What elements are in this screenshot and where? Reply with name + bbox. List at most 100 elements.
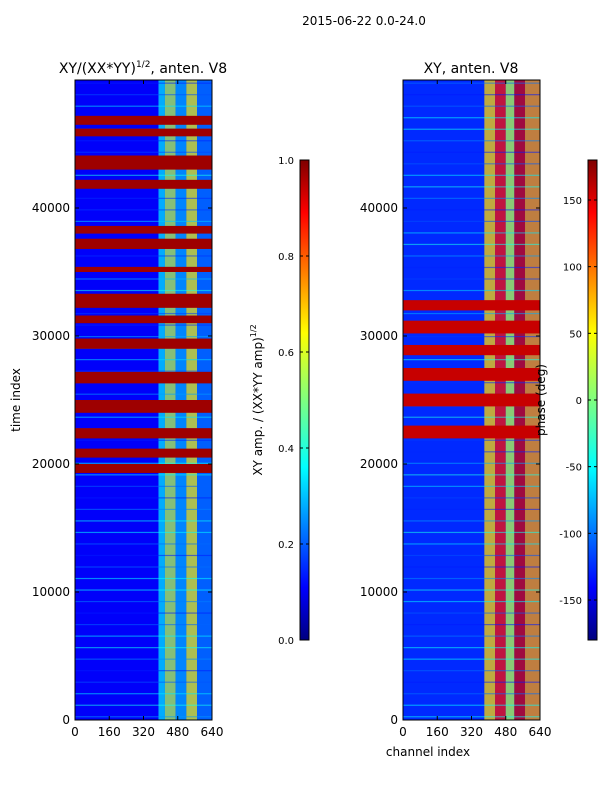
y-tick-label: 20000	[32, 457, 70, 471]
left-chart: XY/(XX*YY)1/2, anten. V8 0 160 320 480 640 0 1…	[9, 60, 227, 739]
heatmap-saturated-band	[403, 393, 540, 407]
x-tick-label: 640	[201, 725, 224, 739]
heatmap-streak	[403, 693, 540, 695]
y-tick-label: 10000	[360, 585, 398, 599]
heatmap-streak	[75, 462, 212, 464]
right-colorbar: phase (deg) -150 -100 -50 0 50 100 150	[534, 159, 598, 641]
heatmap-streak	[403, 105, 540, 107]
y-tick-label: 40000	[32, 201, 70, 215]
heatmap-streak	[403, 508, 540, 510]
heatmap-streak	[403, 681, 540, 683]
heatmap-streak	[75, 600, 212, 603]
colorbar-tick-label: 0.8	[278, 252, 294, 263]
heatmap-streak	[75, 197, 212, 199]
heatmap-streak	[403, 416, 540, 418]
heatmap-streak	[75, 255, 212, 257]
heatmap-saturated-band	[75, 155, 212, 170]
heatmap-streak	[403, 94, 540, 96]
heatmap-streak	[403, 531, 540, 534]
heatmap-saturated-band	[75, 428, 212, 439]
y-tick-label: 30000	[32, 329, 70, 343]
heatmap-streak	[75, 439, 212, 441]
heatmap-streak	[75, 531, 212, 534]
heatmap-saturated-band	[75, 293, 212, 308]
heatmap-streak	[75, 681, 212, 683]
heatmap-streak	[403, 220, 540, 222]
x-tick-label: 160	[426, 725, 449, 739]
heatmap-streak	[75, 612, 212, 614]
heatmap-saturated-band	[75, 128, 212, 137]
heatmap-saturated-band	[403, 425, 540, 439]
heatmap-streak	[403, 209, 540, 211]
colorbar-tick-label: -100	[559, 529, 582, 540]
heatmap-streak	[403, 117, 540, 119]
heatmap-streak	[75, 485, 212, 487]
heatmap-streak	[403, 554, 540, 557]
heatmap-streak	[403, 624, 540, 626]
heatmap-streak	[403, 336, 540, 338]
heatmap-streak	[75, 105, 212, 107]
x-tick-label: 320	[132, 725, 155, 739]
heatmap-saturated-band	[75, 464, 212, 473]
heatmap-streak	[75, 520, 212, 522]
heatmap-streak	[403, 128, 540, 130]
heatmap-streak	[75, 416, 212, 418]
x-tick-label: 0	[71, 725, 79, 739]
heatmap-streak	[403, 612, 540, 614]
heatmap-streak	[75, 289, 212, 292]
x-tick-label: 480	[494, 725, 517, 739]
heatmap-streak	[403, 266, 540, 269]
heatmap-saturated-band	[75, 400, 212, 413]
heatmap-streak	[75, 370, 212, 372]
heatmap-streak	[403, 589, 540, 591]
right-axis-ticks: 0 160 320 480 640 0 10000 20000 30000 40000	[360, 80, 551, 739]
suptitle: 2015-06-22 0.0-24.0	[302, 14, 426, 28]
colorbar-tick-label: 150	[563, 196, 582, 207]
heatmap-streak	[75, 589, 212, 591]
heatmap-streak	[403, 359, 540, 361]
x-tick-label: 480	[166, 725, 189, 739]
heatmap-streak	[75, 393, 212, 395]
y-tick-label: 30000	[360, 329, 398, 343]
heatmap-streak	[75, 497, 212, 499]
heatmap-streak	[75, 474, 212, 476]
x-tick-label: 160	[98, 725, 121, 739]
heatmap-streak	[75, 508, 212, 510]
right-chart-title: XY, anten. V8	[424, 61, 519, 77]
heatmap-streak	[403, 600, 540, 603]
heatmap-streak	[403, 382, 540, 384]
heatmap-saturated-band	[75, 338, 212, 349]
heatmap-streak	[75, 624, 212, 626]
left-colorbar: 0.0 0.2 0.4 0.6 0.8 1.0 XY amp. / (XX*YY amp)…	[249, 156, 310, 647]
left-colorbar-ticks: 0.0 0.2 0.4 0.6 0.8 1.0	[278, 156, 309, 647]
right-chart: XY, anten. V8 0 160 320 480 640 0 10000 20000 30…	[360, 61, 552, 759]
heatmap-streak	[75, 220, 212, 222]
colorbar-tick-label: 50	[569, 329, 582, 340]
heatmap-streak	[75, 566, 212, 568]
heatmap-streak	[403, 543, 540, 545]
y-tick-label: 0	[62, 713, 70, 727]
heatmap-streak	[403, 497, 540, 499]
heatmap-streak	[403, 520, 540, 522]
heatmap-saturated-band	[403, 300, 540, 311]
heatmap-streak	[403, 312, 540, 315]
heatmap-streak	[403, 151, 540, 153]
heatmap-saturated-band	[75, 371, 212, 384]
heatmap-saturated-band	[75, 266, 212, 272]
left-axis-ticks: 0 160 320 480 640 0 10000 20000 30000 40000	[32, 80, 224, 739]
heatmap-streak	[403, 704, 540, 706]
heatmap-streak	[403, 243, 540, 246]
right-colorbar-ticks: -150 -100 -50 0 50 100 150	[559, 196, 597, 607]
x-tick-label: 0	[399, 725, 407, 739]
heatmap-saturated-band	[403, 368, 540, 381]
heatmap-streak	[403, 474, 540, 476]
heatmap-saturated-band	[75, 315, 212, 324]
heatmap-streak	[75, 174, 212, 176]
heatmap-streak	[403, 174, 540, 176]
left-chart-title: XY/(XX*YY)1/2, anten. V8	[59, 60, 227, 77]
heatmap-streak	[403, 658, 540, 660]
colorbar-tick-label: 0.6	[278, 348, 294, 359]
heatmap-streak	[75, 543, 212, 545]
heatmap-streak	[75, 312, 212, 315]
left-heatmap	[75, 80, 212, 720]
